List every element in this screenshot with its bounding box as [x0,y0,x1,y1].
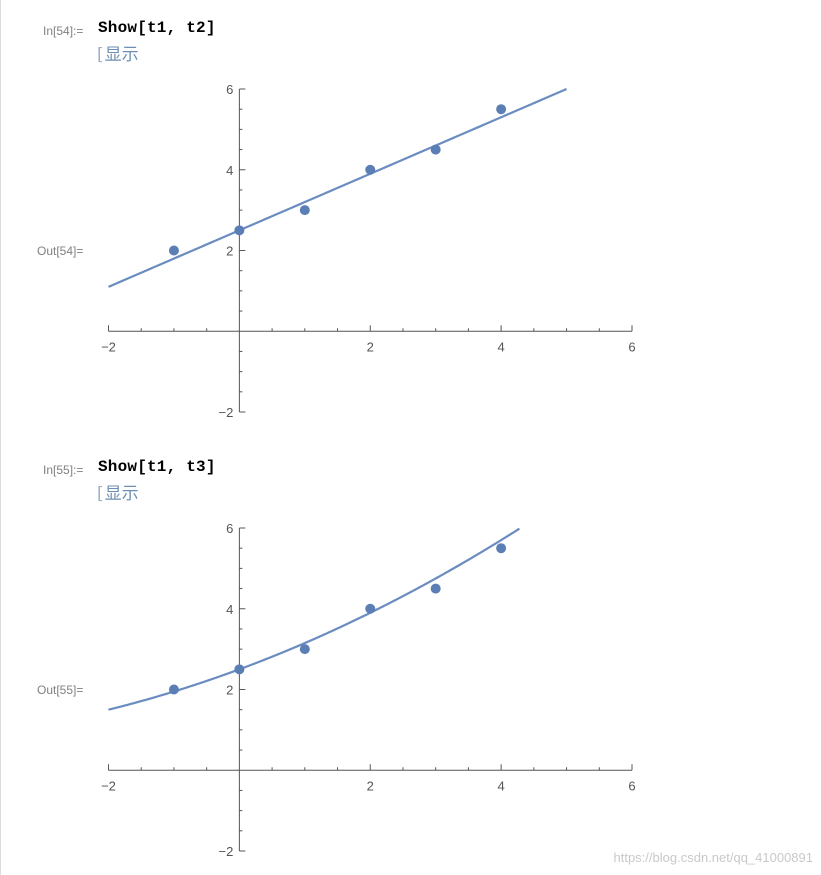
suggestion-hint[interactable]: [显示 [97,40,139,65]
input-code[interactable]: Show[t1, t3] [98,458,216,476]
data-point [299,644,310,655]
data-point [234,225,245,236]
data-point [496,104,507,115]
data-point [430,583,441,594]
y-tick-label: 4 [226,602,233,617]
x-tick-label: 4 [498,778,505,793]
x-tick-label: 6 [628,778,635,793]
x-tick-label: −2 [101,778,116,793]
data-point [168,684,179,695]
input-label: In[55]:= [43,463,84,477]
y-tick-label: 6 [226,521,233,536]
y-tick-label: −2 [219,405,234,420]
watermark: https://blog.csdn.net/qq_41000891 [613,850,814,865]
y-tick-label: 4 [226,163,233,178]
data-point [365,164,376,175]
x-tick-label: 2 [367,339,374,354]
hint-bracket-icon: [ [97,484,104,504]
x-tick-label: 6 [628,339,635,354]
y-tick-label: 2 [226,683,233,698]
output-label: Out[55]= [37,683,84,697]
x-tick-label: −2 [101,339,116,354]
hint-bracket-icon: [ [97,45,104,65]
data-point [299,205,310,216]
x-tick-label: 2 [367,778,374,793]
hint-text: 显示 [104,484,139,504]
input-code[interactable]: Show[t1, t2] [98,19,216,37]
data-point [168,245,179,256]
y-tick-label: −2 [219,844,234,859]
notebook-left-rule [0,0,1,875]
data-point [365,603,376,614]
hint-text: 显示 [104,45,139,65]
x-tick-label: 4 [498,339,505,354]
data-point [496,543,507,554]
y-tick-label: 2 [226,244,233,259]
output-label: Out[54]= [37,244,84,258]
data-point [234,664,245,675]
fit-curve [108,527,521,711]
output-plot[interactable]: −2 2 4 6 −2 2 4 6 [0,0,821,440]
data-point [430,144,441,155]
input-label: In[54]:= [43,24,84,38]
suggestion-hint[interactable]: [显示 [97,479,139,504]
output-plot[interactable]: −2 2 4 6 −2 2 4 6 [0,439,821,875]
fit-curve [108,87,567,288]
y-tick-label: 6 [226,82,233,97]
